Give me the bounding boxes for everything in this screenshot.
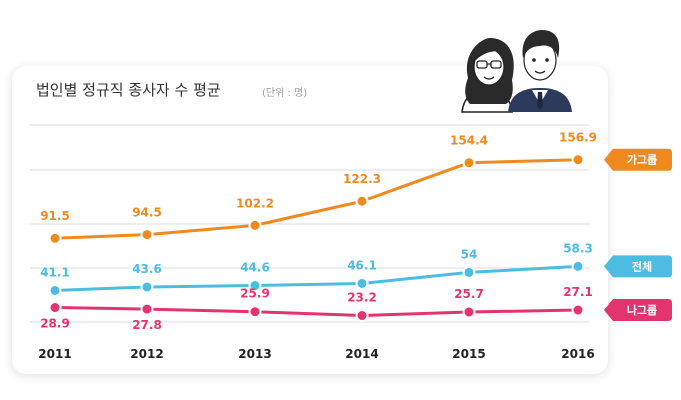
data-point: [140, 228, 154, 242]
legend-tag-2: 나그룹: [604, 299, 672, 322]
series-line: [54, 158, 579, 240]
series-line: [54, 306, 579, 318]
data-point: [48, 301, 62, 315]
data-label: 46.1: [347, 258, 377, 272]
chart-unit: (단위 : 명): [262, 88, 308, 99]
data-point: [462, 156, 476, 170]
data-label: 58.3: [563, 241, 593, 255]
legend-label: 나그룹: [627, 303, 657, 317]
data-label: 154.4: [450, 134, 488, 148]
chart-title: 법인별 정규직 종사자 수 평균: [36, 81, 221, 99]
series-2: 28.9 27.8 25.9 23.2 25.7 27.1: [40, 285, 593, 332]
data-point: [140, 302, 154, 316]
data-label: 156.9: [559, 131, 597, 145]
series-0: 91.5 94.5 102.2 122.3 154.4 156.9: [40, 131, 597, 245]
data-label: 28.9: [40, 317, 70, 331]
data-label: 23.2: [347, 291, 377, 305]
data-point: [248, 218, 262, 232]
data-point: [48, 231, 62, 245]
x-tick-label: 2014: [345, 347, 378, 361]
data-label: 44.6: [240, 261, 270, 275]
data-point: [140, 280, 154, 294]
data-label: 54: [461, 247, 478, 261]
data-point: [48, 283, 62, 297]
x-tick-label: 2012: [130, 347, 163, 361]
legend-tag-shape: [604, 148, 672, 171]
legend-tag-shape: [604, 255, 672, 278]
data-label: 102.2: [236, 196, 274, 210]
data-point: [462, 265, 476, 279]
data-label: 122.3: [343, 172, 381, 186]
data-point: [355, 276, 369, 290]
data-label: 41.1: [40, 265, 70, 279]
data-point: [571, 259, 585, 273]
man-figure: [508, 30, 572, 112]
data-label: 27.1: [563, 285, 593, 299]
legend-tag-1: 전체: [604, 255, 672, 278]
data-label: 91.5: [40, 209, 70, 223]
chart-card: [12, 66, 608, 374]
data-label: 43.6: [132, 262, 162, 276]
two-business-people-icon: [461, 30, 572, 113]
x-tick-label: 2011: [38, 347, 71, 361]
legend-label: 가그룹: [627, 153, 657, 167]
woman-figure: [461, 38, 514, 113]
x-tick-label: 2013: [238, 347, 271, 361]
series-line: [54, 264, 579, 292]
data-point: [355, 194, 369, 208]
data-point: [462, 305, 476, 319]
legend-tag-0: 가그룹: [604, 148, 672, 171]
data-label: 94.5: [132, 206, 162, 220]
legend-label: 전체: [632, 259, 652, 273]
series-1: 41.1 43.6 44.6 46.1 54 58.3: [40, 241, 593, 297]
data-label: 25.9: [240, 287, 270, 301]
data-point: [248, 305, 262, 319]
data-point: [248, 279, 262, 293]
data-point: [355, 309, 369, 323]
x-tick-label: 2015: [452, 347, 485, 361]
x-tick-label: 2016: [561, 347, 594, 361]
data-point: [571, 153, 585, 167]
data-label: 25.7: [454, 287, 484, 301]
data-point: [571, 303, 585, 317]
data-label: 27.8: [132, 318, 162, 332]
legend-tag-shape: [604, 299, 672, 322]
